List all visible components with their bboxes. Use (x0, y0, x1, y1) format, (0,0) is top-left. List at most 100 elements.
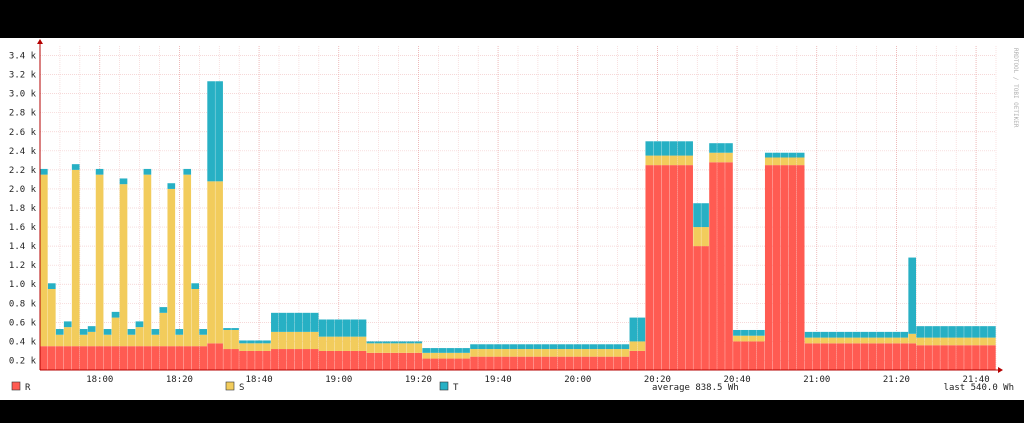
bar-S (406, 343, 415, 353)
x-axis-arrow (998, 367, 1003, 373)
bar-T (318, 319, 327, 337)
y-tick-labels: 0.2 k 0.4 k 0.6 k 0.8 k 1.0 k 1.2 k 1.4 k 1.6 k… (9, 52, 37, 367)
bar-S (87, 331, 96, 347)
bar-R (95, 346, 104, 370)
bar-T (87, 326, 96, 332)
bar-S (422, 352, 431, 359)
bar-R (183, 346, 192, 370)
y-tick-label: 2.2 k (9, 166, 37, 176)
y-tick-label: 0.4 k (9, 337, 37, 347)
bar-S (613, 349, 622, 357)
bar-S (772, 157, 781, 166)
bar-R (525, 356, 534, 370)
bar-T (876, 331, 885, 338)
bar-T (510, 344, 518, 350)
bar-S (621, 349, 630, 357)
bar-R (127, 346, 136, 370)
bar-S (844, 337, 853, 344)
bar-S (462, 352, 470, 359)
bar-T (366, 341, 375, 344)
bar-R (565, 356, 574, 370)
bar-R (390, 352, 399, 370)
bar-S (55, 334, 64, 347)
bar-R (470, 356, 478, 370)
bar-R (366, 352, 375, 370)
bar-R (119, 346, 128, 370)
x-tick-label: 20:00 (564, 375, 591, 385)
bar-S (207, 181, 215, 344)
bar-S (780, 157, 789, 166)
bar-S (263, 343, 271, 351)
bar-R (589, 356, 598, 370)
bar-R (597, 356, 606, 370)
legend-swatch-S (225, 381, 235, 391)
bar-S (605, 349, 614, 357)
bar-R (741, 341, 749, 370)
bar-S (653, 155, 662, 166)
y-tick-label: 2.8 k (9, 109, 37, 119)
bar-T (422, 348, 431, 353)
bar-S (565, 349, 574, 357)
bar-S (876, 337, 885, 344)
bar-R (406, 352, 415, 370)
bar-S (159, 312, 168, 347)
y-tick-label: 0.8 k (9, 299, 37, 309)
bar-S (430, 352, 439, 359)
bar-T (199, 329, 207, 335)
bar-S (63, 327, 72, 347)
bar-T (844, 331, 853, 338)
bar-S (111, 317, 120, 347)
bar-T (95, 168, 104, 175)
bar-T (972, 326, 980, 338)
bar-R (263, 350, 271, 370)
bar-R (948, 345, 956, 370)
bar-S (533, 349, 542, 357)
bar-S (541, 349, 550, 357)
bar-S (239, 343, 247, 351)
bar-S (470, 349, 478, 357)
bar-T (629, 317, 638, 342)
bar-R (557, 356, 566, 370)
bar-R (581, 356, 590, 370)
bar-T (310, 312, 319, 332)
legend-average: average 838.5 Wh (652, 383, 739, 393)
bar-S (956, 337, 964, 346)
bar-T (597, 344, 606, 350)
bar-S (358, 336, 367, 351)
y-tick-label: 0.2 k (9, 356, 37, 366)
bar-R (804, 343, 813, 370)
bar-R (207, 343, 215, 370)
bar-R (398, 352, 407, 370)
bar-S (972, 337, 980, 346)
bar-T (55, 329, 64, 335)
bar-S (645, 155, 654, 166)
bar-R (772, 165, 781, 370)
bar-R (541, 356, 550, 370)
bar-S (191, 289, 200, 347)
bar-R (167, 346, 176, 370)
bar-R (757, 341, 765, 370)
bar-T (964, 326, 972, 338)
bar-R (780, 165, 789, 370)
bar-T (868, 331, 877, 338)
bar-S (151, 334, 160, 347)
bar-R (733, 341, 741, 370)
bar-S (852, 337, 861, 344)
bar-S (788, 157, 797, 166)
bar-T (326, 319, 335, 337)
bar-T (502, 344, 510, 350)
bar-R (382, 352, 391, 370)
bar-T (430, 348, 439, 353)
bar-S (326, 336, 335, 351)
bar-S (294, 331, 303, 350)
bar-S (757, 335, 765, 342)
bar-T (103, 329, 112, 335)
bar-T (127, 329, 136, 335)
bar-R (653, 165, 662, 370)
bar-S (557, 349, 566, 357)
bar-S (589, 349, 598, 357)
bar-S (932, 337, 940, 346)
bar-S (868, 337, 877, 344)
bar-R (223, 349, 231, 370)
bar-S (103, 334, 112, 347)
